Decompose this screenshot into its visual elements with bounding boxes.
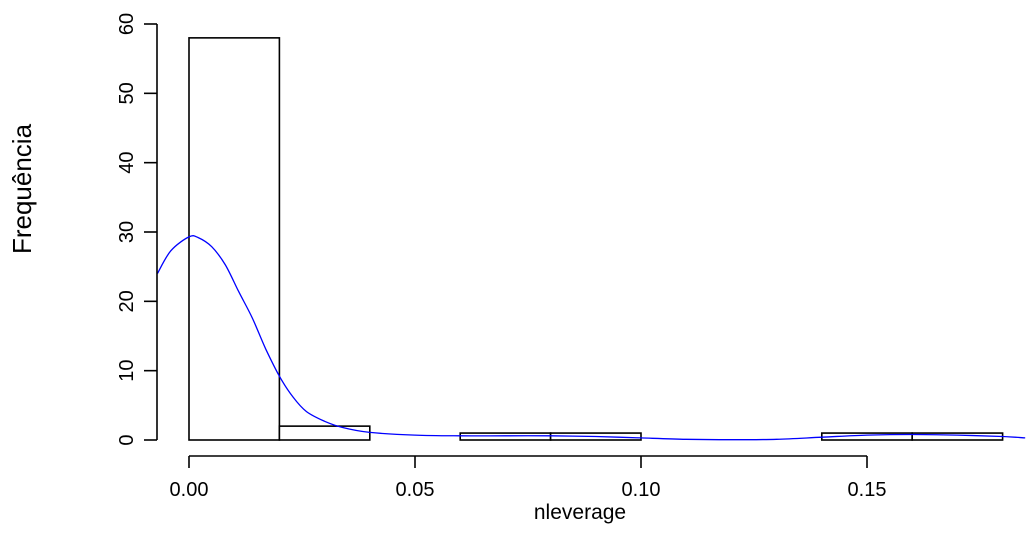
- x-tick-label: 0.10: [622, 479, 661, 501]
- y-tick-label: 0: [116, 434, 138, 445]
- y-axis-title: Frequência: [7, 123, 37, 254]
- histogram-bar: [278, 425, 371, 441]
- histogram-bar: [188, 37, 281, 441]
- x-axis-title: nleverage: [534, 501, 626, 524]
- y-tick-label: 10: [116, 360, 138, 382]
- y-tick-label: 40: [116, 152, 138, 174]
- x-axis: 0.00 0.05 0.10 0.15: [170, 455, 887, 501]
- y-tick-label: 30: [116, 221, 138, 243]
- x-tick-label: 0.15: [848, 479, 887, 501]
- x-tick-label: 0.00: [170, 479, 209, 501]
- density-curve: [156, 235, 1026, 441]
- histogram-bars: [188, 37, 1004, 441]
- y-tick-label: 50: [116, 82, 138, 104]
- histogram-bar: [459, 432, 552, 441]
- y-axis: 0 10 20 30 40 50 60: [116, 13, 158, 446]
- y-tick-label: 20: [116, 290, 138, 312]
- y-tick-label: 60: [116, 13, 138, 35]
- x-tick-label: 0.05: [396, 479, 435, 501]
